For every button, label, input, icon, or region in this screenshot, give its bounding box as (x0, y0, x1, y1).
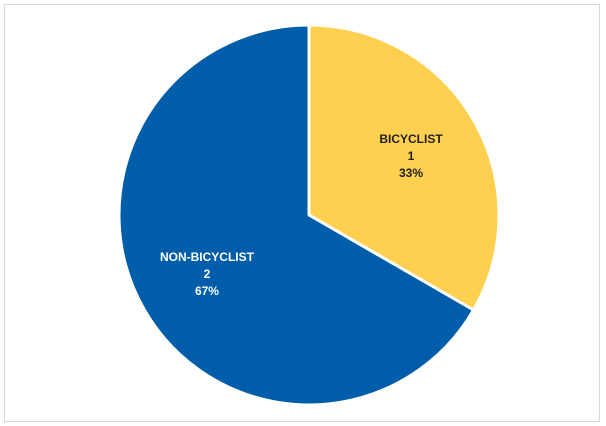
pie-slices (117, 23, 501, 407)
pie-slice-non-bicyclist (117, 23, 476, 407)
label-value-non-bicyclist: 2 (204, 267, 211, 281)
chart-frame: BICYCLIST 1 33% NON-BICYCLIST 2 67% (4, 4, 600, 422)
pie-data-labels: BICYCLIST 1 33% NON-BICYCLIST 2 67% (160, 132, 443, 298)
label-percent-non-bicyclist: 67% (195, 284, 219, 298)
label-percent-bicyclist: 33% (399, 166, 423, 180)
pie-slice-bicyclist (307, 23, 501, 312)
label-category-bicyclist: BICYCLIST (379, 132, 443, 146)
label-category-non-bicyclist: NON-BICYCLIST (160, 250, 255, 264)
label-value-bicyclist: 1 (408, 149, 415, 163)
pie-chart: BICYCLIST 1 33% NON-BICYCLIST 2 67% (117, 23, 501, 407)
